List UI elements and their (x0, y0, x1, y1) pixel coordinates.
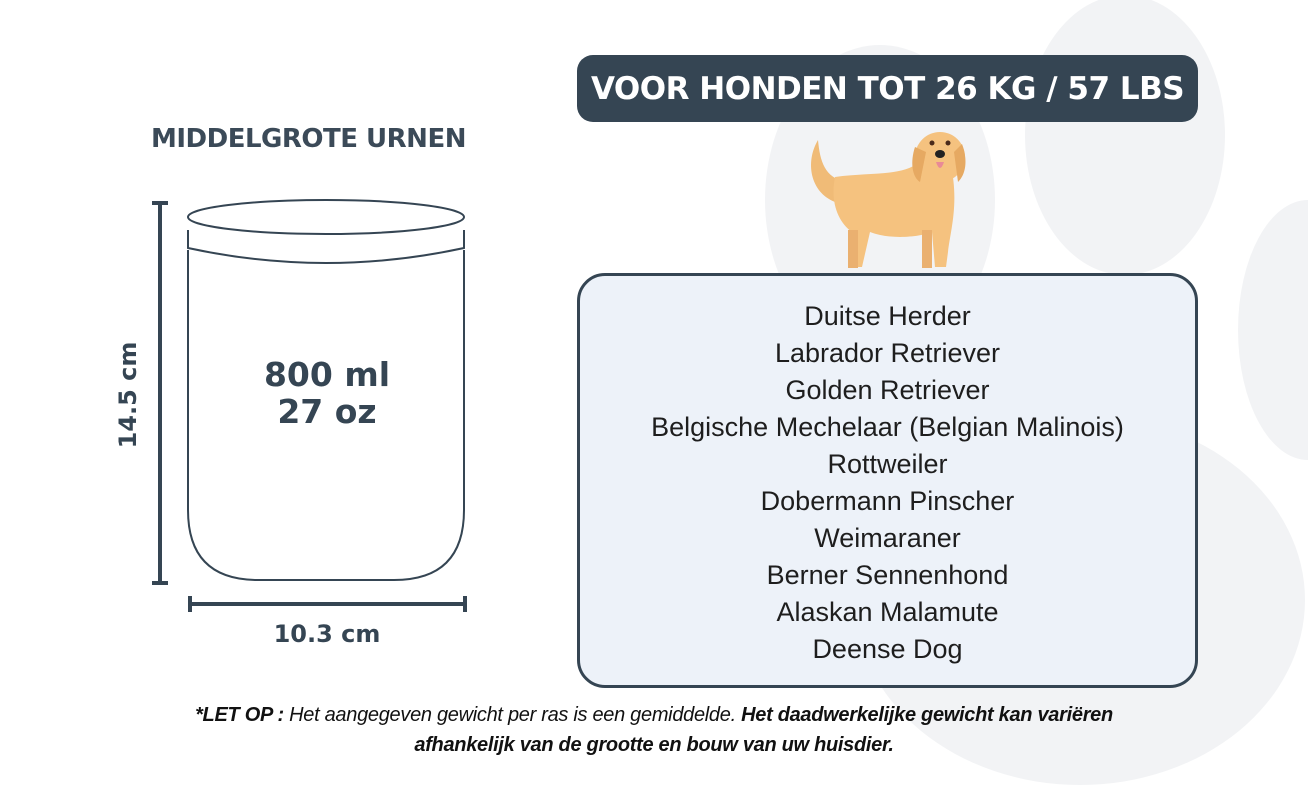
breed-list-box: Duitse Herder Labrador Retriever Golden Re… (577, 273, 1198, 688)
height-label: 14.5 cm (114, 341, 142, 449)
breed-item: Alaskan Malamute (776, 597, 999, 627)
width-dimension-line (188, 596, 467, 612)
disclaimer-note: *LET OP : Het aangegeven gewicht per ras… (164, 700, 1144, 760)
breed-item: Belgische Mechelaar (Belgian Malinois) (651, 412, 1124, 442)
weight-banner: VOOR HONDEN TOT 26 KG / 57 LBS (577, 55, 1198, 122)
breed-item: Berner Sennenhond (766, 560, 1009, 590)
breed-item: Dobermann Pinscher (760, 486, 1015, 516)
breed-item: Rottweiler (827, 449, 948, 479)
urn-size-title: MIDDELGROTE URNEN (151, 124, 466, 154)
breed-item: Golden Retriever (785, 375, 990, 405)
breed-item: Weimaraner (814, 523, 961, 553)
width-label: 10.3 cm (273, 620, 381, 648)
breed-item: Labrador Retriever (774, 338, 1001, 368)
capacity-oz: 27 oz (277, 392, 377, 431)
golden-retriever-dog-icon (811, 132, 966, 268)
breed-item: Duitse Herder (804, 301, 971, 331)
note-text-bold: Het daadwerkelijke gewicht kan variëren … (414, 704, 1113, 756)
height-dimension-line (152, 201, 168, 585)
breed-list: Duitse Herder Labrador Retriever Golden Re… (580, 276, 1195, 668)
urn-diagram (152, 199, 467, 612)
note-text: Het aangegeven gewicht per ras is een ge… (283, 704, 742, 726)
note-label: *LET OP : (195, 704, 284, 726)
capacity-ml: 800 ml (263, 355, 391, 394)
breed-item: Deense Dog (812, 634, 963, 664)
